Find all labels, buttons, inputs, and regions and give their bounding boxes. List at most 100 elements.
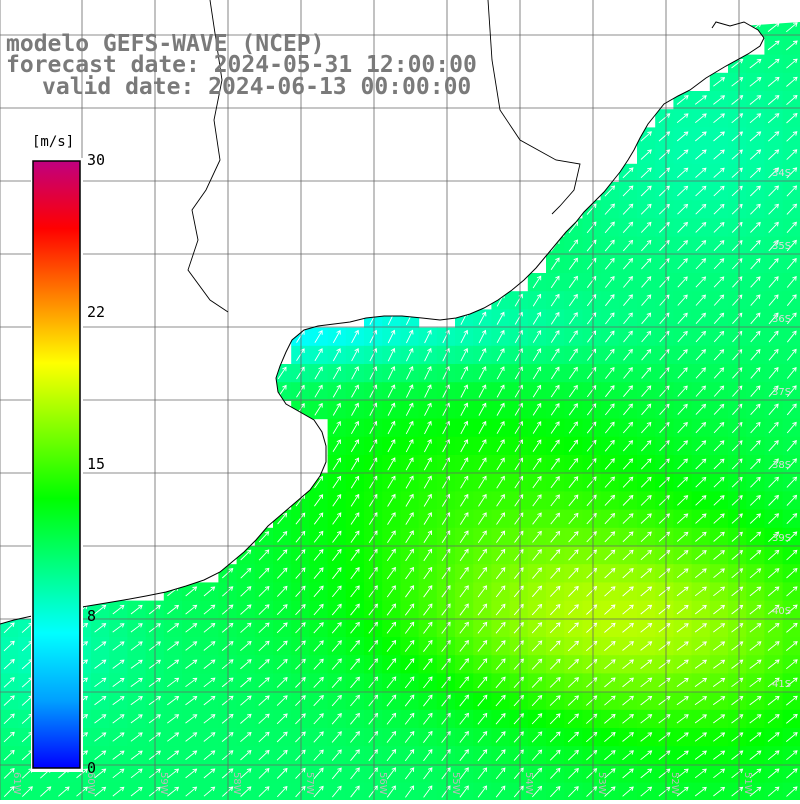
wind-arrow — [658, 586, 671, 597]
wind-arrow — [513, 567, 524, 579]
wind-arrow — [314, 348, 323, 362]
wind-arrow — [712, 677, 726, 687]
wind-arrow — [94, 732, 107, 742]
wind-arrow — [112, 696, 125, 706]
wind-arrow — [567, 768, 579, 779]
wind-arrow — [568, 293, 578, 307]
wind-arrow — [185, 714, 198, 724]
wind-arrow — [314, 494, 324, 507]
wind-arrow — [350, 439, 360, 453]
wind-arrow — [786, 641, 798, 651]
wind-arrow — [496, 329, 505, 344]
wind-arrow — [350, 603, 360, 616]
wind-arrow — [331, 585, 342, 598]
wind-arrow — [658, 641, 671, 651]
wind-arrow — [768, 294, 779, 306]
wind-arrow — [658, 732, 671, 742]
wind-arrow — [477, 749, 488, 762]
wind-arrow — [695, 330, 706, 343]
wind-arrow — [424, 438, 432, 453]
wind-arrow — [549, 767, 561, 779]
wind-arrow — [749, 549, 762, 561]
wind-arrow — [786, 458, 797, 470]
wind-arrow — [567, 731, 580, 743]
wind-arrow — [750, 221, 761, 233]
wind-arrow — [368, 694, 379, 707]
wind-arrow — [767, 58, 780, 69]
wind-arrow — [295, 603, 306, 616]
wind-arrow — [295, 567, 306, 579]
wind-arrow — [332, 420, 341, 434]
wind-arrow — [767, 732, 780, 742]
wind-arrow — [240, 677, 252, 688]
wind-arrow — [749, 623, 762, 633]
wind-arrow — [549, 713, 561, 725]
wind-arrow — [713, 768, 726, 779]
wind-arrow — [531, 767, 543, 780]
wind-arrow — [731, 476, 743, 488]
wind-arrow — [513, 676, 524, 689]
wind-arrow — [404, 658, 415, 671]
wind-arrow — [641, 367, 652, 379]
wind-arrow — [460, 493, 469, 507]
wind-arrow — [423, 676, 433, 689]
wind-arrow — [477, 694, 488, 707]
wind-arrow — [405, 438, 414, 453]
wind-arrow — [749, 750, 762, 760]
wind-arrow — [477, 658, 488, 670]
wind-arrow — [658, 695, 671, 706]
wind-arrow — [496, 348, 505, 362]
wind-arrow — [112, 768, 125, 779]
wind-arrow — [112, 623, 125, 633]
wind-arrow — [676, 568, 689, 579]
wind-arrow — [331, 712, 342, 725]
wind-arrow — [331, 731, 342, 743]
wind-arrow — [622, 513, 634, 524]
wind-arrow — [531, 640, 543, 652]
wind-arrow — [167, 732, 180, 742]
wind-arrow — [295, 713, 306, 725]
wind-arrow — [478, 402, 487, 416]
wind-arrow — [531, 731, 543, 743]
wind-arrow — [605, 312, 615, 325]
wind-arrow — [441, 603, 451, 616]
wind-arrow — [387, 420, 396, 435]
wind-arrow — [167, 659, 180, 669]
wind-arrow — [640, 732, 653, 742]
wind-arrow — [387, 366, 396, 380]
wind-arrow — [221, 604, 234, 615]
wind-arrow — [296, 366, 305, 380]
wind-arrow — [677, 403, 688, 415]
wind-arrow — [768, 513, 780, 524]
wind-arrow — [713, 167, 725, 178]
wind-arrow — [586, 604, 598, 615]
wind-arrow — [258, 531, 270, 543]
wind-arrow — [405, 384, 414, 398]
wind-arrow — [112, 604, 125, 615]
wind-arrow — [276, 695, 288, 706]
wind-arrow — [240, 713, 252, 724]
wind-arrow — [296, 403, 305, 416]
wind-arrow — [713, 714, 726, 724]
wind-arrow — [350, 585, 360, 598]
wind-arrow — [767, 641, 780, 651]
wind-arrow — [550, 293, 560, 307]
wind-arrow — [640, 203, 652, 215]
wind-arrow — [459, 603, 469, 616]
wind-arrow — [622, 586, 634, 597]
wind-arrow — [112, 659, 125, 669]
wind-arrow — [424, 329, 432, 344]
wind-arrow — [786, 203, 798, 215]
wind-arrow — [695, 385, 706, 397]
wind-arrow — [659, 221, 670, 233]
wind-arrow — [767, 695, 780, 706]
wind-arrow — [351, 347, 359, 362]
wind-arrow — [277, 549, 288, 561]
wind-arrow — [768, 440, 779, 452]
wind-arrow — [550, 530, 561, 543]
wind-arrow — [640, 622, 653, 633]
wind-arrow — [786, 131, 798, 142]
wind-arrow — [332, 366, 341, 380]
wind-arrow — [695, 167, 707, 178]
wind-arrow — [94, 786, 107, 797]
